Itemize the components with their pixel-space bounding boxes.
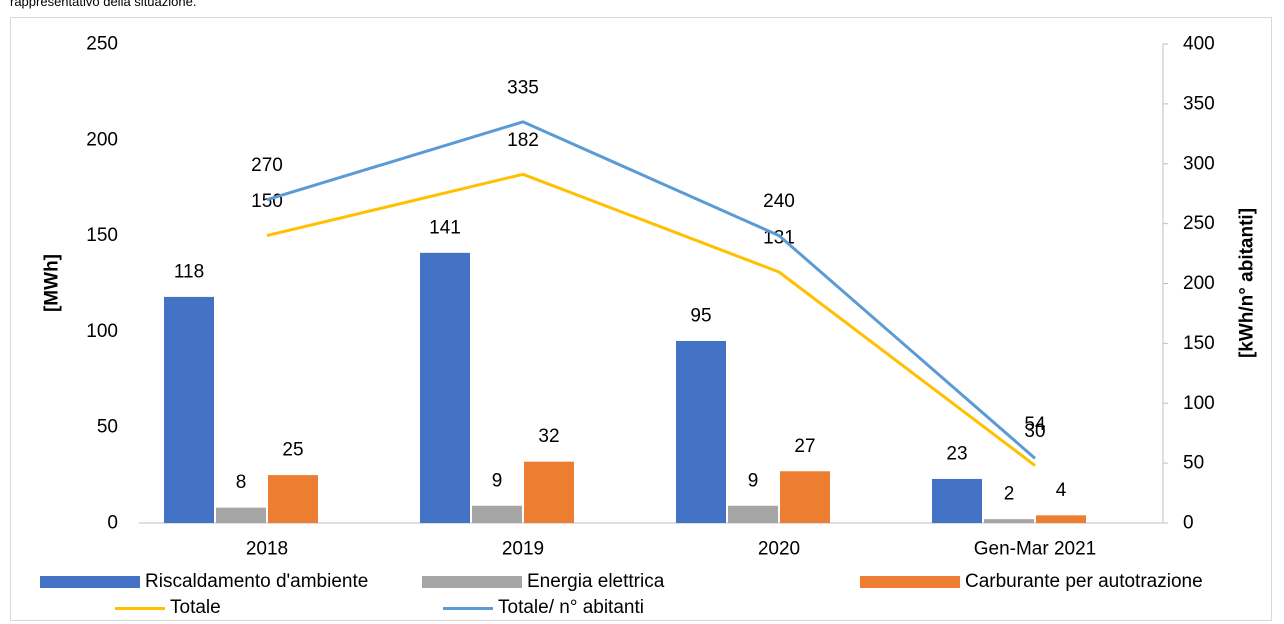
- x-tick-2: 2020: [758, 539, 800, 560]
- legend-label-totale-abitanti: Totale/ n° abitanti: [498, 597, 644, 618]
- chart-frame: [10, 17, 1272, 621]
- y-tick-left-50: 50: [97, 417, 118, 438]
- y-tick-left-200: 200: [86, 129, 118, 150]
- line-label-s0-c3: 30: [1024, 421, 1045, 442]
- y-tick-right-400: 400: [1183, 34, 1215, 55]
- bar-s1-c2: [728, 505, 778, 523]
- x-tick-3: Gen-Mar 2021: [974, 539, 1097, 560]
- bar-label-s2-c0: 25: [282, 440, 303, 461]
- bar-label-s2-c2: 27: [794, 436, 815, 457]
- bar-s1-c0: [216, 507, 266, 523]
- bar-label-s0-c1: 141: [429, 217, 461, 238]
- y-axis-right-title: [kWh/n° abitanti]: [1237, 208, 1258, 358]
- y-tick-right-300: 300: [1183, 153, 1215, 174]
- line-label-s1-c1: 335: [507, 77, 539, 98]
- line-label-s0-c1: 182: [507, 130, 539, 151]
- bar-s0-c2: [676, 340, 726, 523]
- bar-s2-c2: [780, 471, 830, 523]
- line-label-s1-c0: 270: [251, 155, 283, 176]
- y-tick-right-150: 150: [1183, 333, 1215, 354]
- x-tick-0: 2018: [246, 539, 288, 560]
- bar-s2-c1: [524, 461, 574, 523]
- legend-label-totale: Totale: [170, 597, 221, 618]
- legend-item-energia: Energia elettrica: [422, 571, 664, 593]
- bar-label-s2-c3: 4: [1056, 480, 1067, 501]
- legend-label-riscaldamento: Riscaldamento d'ambiente: [145, 571, 369, 592]
- y-tick-right-0: 0: [1183, 513, 1194, 534]
- legend-item-totale: Totale: [115, 597, 221, 619]
- y-tick-left-250: 250: [86, 34, 118, 55]
- y-tick-left-0: 0: [107, 513, 118, 534]
- bar-label-s0-c3: 23: [946, 443, 967, 464]
- caption-text: rappresentativo della situazione.: [10, 0, 197, 9]
- line-label-s1-c3: 54: [1024, 414, 1046, 435]
- bar-label-s1-c2: 9: [748, 470, 759, 491]
- legend-swatch-energia: [422, 576, 522, 588]
- bar-label-s1-c1: 9: [492, 470, 503, 491]
- bar-s2-c3: [1036, 515, 1086, 523]
- bar-s0-c3: [932, 478, 982, 523]
- line-series-0: [266, 172, 1036, 467]
- legend-item-riscaldamento: Riscaldamento d'ambiente: [40, 571, 368, 593]
- y-tick-left-100: 100: [86, 321, 118, 342]
- y-tick-right-50: 50: [1183, 453, 1204, 474]
- legend-swatch-totale-abitanti: [443, 606, 493, 610]
- bar-label-s1-c3: 2: [1004, 484, 1015, 505]
- bar-s0-c0: [164, 296, 214, 523]
- legend-swatch-totale: [115, 606, 165, 610]
- bar-s1-c3: [984, 519, 1034, 523]
- legend-label-energia: Energia elettrica: [527, 571, 665, 592]
- y-tick-right-250: 250: [1183, 213, 1215, 234]
- line-series-1: [266, 120, 1036, 460]
- legend-item-totale-abitanti: Totale/ n° abitanti: [443, 597, 644, 619]
- bar-s0-c1: [420, 252, 470, 523]
- bar-label-s0-c2: 95: [690, 305, 711, 326]
- y-tick-right-350: 350: [1183, 93, 1215, 114]
- legend-swatch-carburante: [860, 576, 960, 588]
- bar-label-s1-c0: 8: [236, 472, 247, 493]
- legend-item-carburante: Carburante per autotrazione: [860, 571, 1203, 593]
- line-label-s0-c0: 150: [251, 191, 283, 212]
- y-tick-right-200: 200: [1183, 273, 1215, 294]
- legend-swatch-riscaldamento: [40, 576, 140, 588]
- bar-label-s0-c0: 118: [174, 261, 204, 282]
- y-tick-left-150: 150: [86, 225, 118, 246]
- y-tick-right-100: 100: [1183, 393, 1215, 414]
- bar-label-s2-c1: 32: [538, 426, 559, 447]
- y-axis-left-title: [MWh]: [42, 254, 63, 312]
- bar-s2-c0: [268, 475, 318, 523]
- legend-label-carburante: Carburante per autotrazione: [965, 571, 1203, 592]
- line-label-s1-c2: 240: [763, 191, 795, 212]
- x-tick-1: 2019: [502, 539, 544, 560]
- bar-s1-c1: [472, 505, 522, 523]
